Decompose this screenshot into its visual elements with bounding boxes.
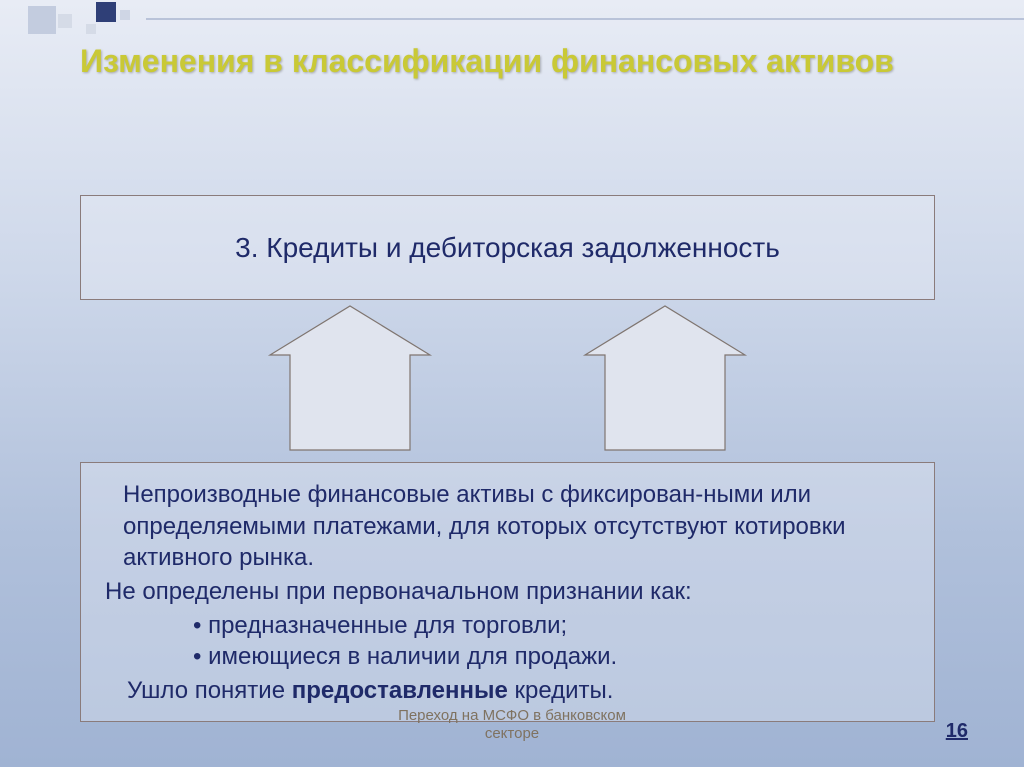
top-box: 3. Кредиты и дебиторская задолженность [80, 195, 935, 300]
page-number: 16 [946, 720, 968, 743]
bold-text: предоставленные [292, 677, 508, 704]
paragraph: Непроизводные финансовые активы с фиксир… [105, 479, 910, 574]
list-item: предназначенные для торговли; [193, 610, 910, 642]
footer-line: Переход на МСФО в банковском [398, 707, 626, 724]
list-item: имеющиеся в наличии для продажи. [193, 641, 910, 673]
top-box-text: 3. Кредиты и дебиторская задолженность [235, 232, 780, 264]
arrow-diagram [80, 300, 935, 470]
paragraph: Ушло понятие предоставленные кредиты. [105, 675, 910, 707]
header-rule [146, 18, 1024, 20]
deco-square-icon [120, 10, 130, 20]
paragraph: Не определены при первоначальном признан… [105, 576, 910, 608]
text-run: кредиты. [508, 677, 614, 704]
footer-line: секторе [485, 725, 539, 742]
deco-square-icon [28, 6, 56, 34]
corner-decoration [0, 0, 160, 40]
text-run: Ушло понятие [127, 677, 292, 704]
up-arrow-icon [270, 306, 430, 450]
deco-square-icon [86, 24, 96, 34]
deco-square-icon [96, 2, 116, 22]
slide-title: Изменения в классификации финансовых акт… [80, 42, 964, 80]
up-arrow-icon [585, 306, 745, 450]
bullet-list: предназначенные для торговли; имеющиеся … [105, 610, 910, 673]
bottom-box: Непроизводные финансовые активы с фиксир… [80, 462, 935, 722]
slide: Изменения в классификации финансовых акт… [0, 0, 1024, 767]
footer-caption: Переход на МСФО в банковском секторе [0, 707, 1024, 743]
deco-square-icon [58, 14, 72, 28]
